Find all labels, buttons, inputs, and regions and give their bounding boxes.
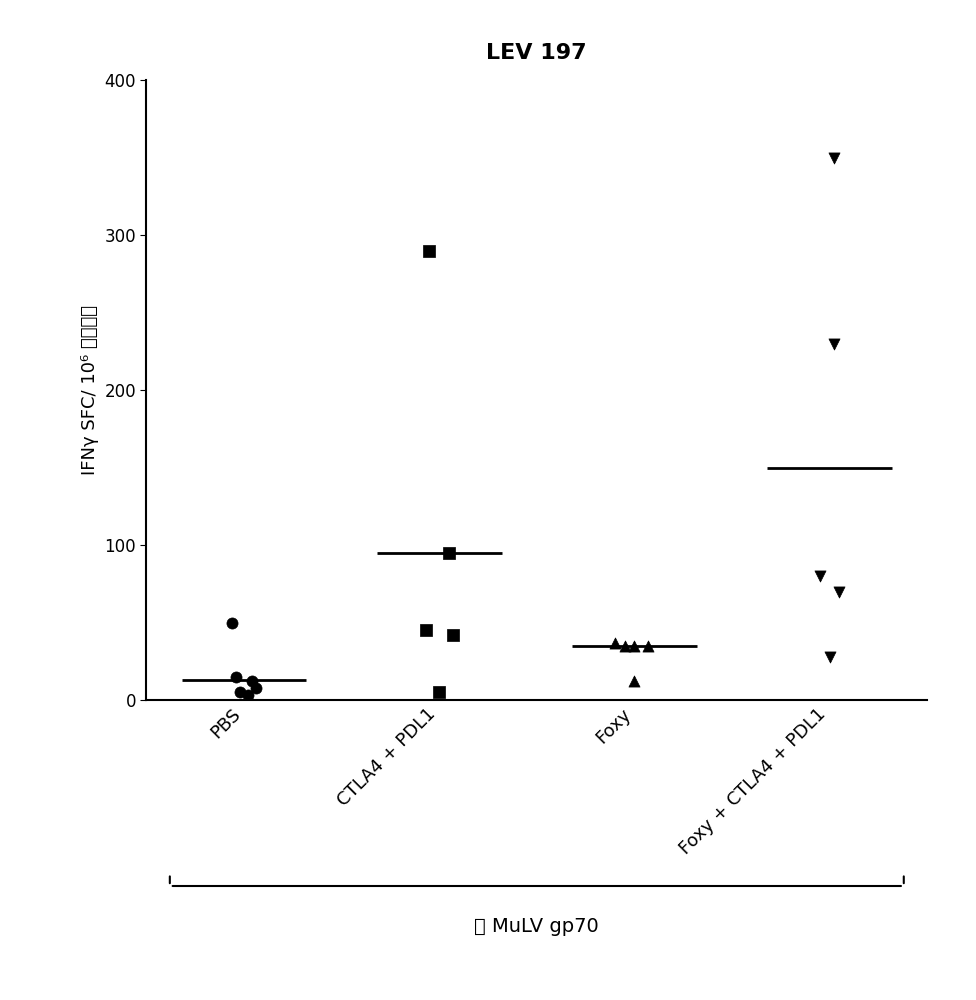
Point bbox=[240, 687, 256, 703]
Point bbox=[232, 684, 248, 700]
Point bbox=[617, 638, 632, 654]
Point bbox=[228, 669, 244, 685]
Point bbox=[826, 336, 841, 352]
Text: 肽 MuLV gp70: 肽 MuLV gp70 bbox=[474, 917, 599, 936]
Point bbox=[445, 627, 461, 643]
Point bbox=[224, 614, 240, 631]
Point bbox=[832, 584, 847, 600]
Point bbox=[244, 673, 260, 689]
Point bbox=[418, 622, 433, 638]
Point bbox=[627, 638, 642, 654]
Point bbox=[441, 545, 457, 561]
Point bbox=[607, 635, 623, 651]
Point bbox=[627, 673, 642, 689]
Y-axis label: IFNγ SFC/ 10⁶ 个脾细菞: IFNγ SFC/ 10⁶ 个脾细菞 bbox=[81, 305, 99, 475]
Point bbox=[431, 684, 447, 700]
Point bbox=[812, 568, 828, 584]
Point bbox=[248, 680, 264, 696]
Point bbox=[822, 649, 837, 665]
Point bbox=[826, 149, 841, 165]
Title: LEV 197: LEV 197 bbox=[486, 43, 588, 63]
Point bbox=[422, 242, 437, 258]
Point bbox=[640, 638, 656, 654]
